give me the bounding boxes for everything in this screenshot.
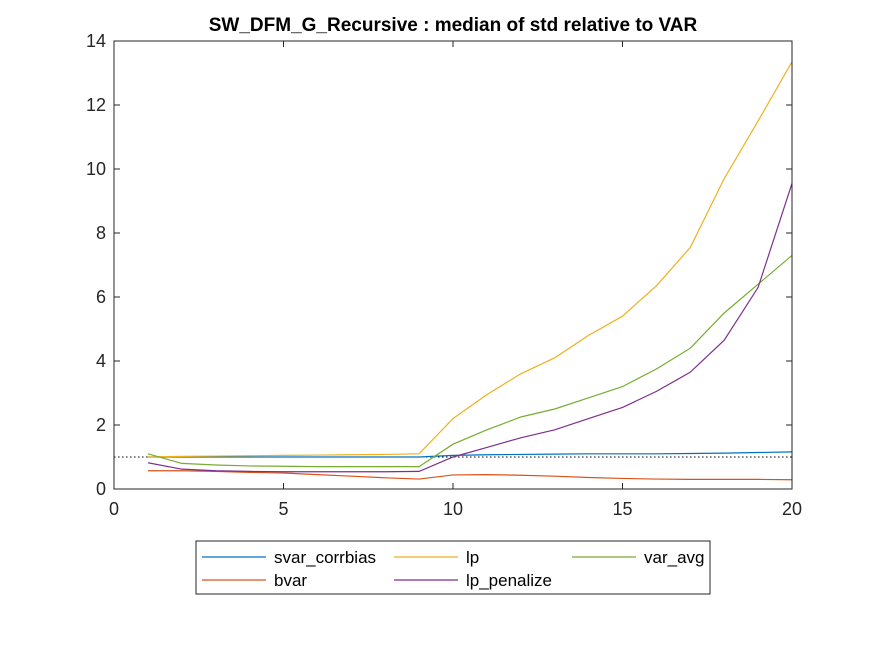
legend-label: svar_corrbias (274, 548, 376, 567)
series-line-svar-corrbias (147, 451, 792, 458)
x-tick-label: 10 (443, 499, 463, 519)
series-line-lp-penalize (147, 183, 792, 473)
y-tick-label: 0 (96, 479, 106, 499)
x-tick-label: 5 (278, 499, 288, 519)
plot-area (114, 41, 792, 489)
y-tick-label: 10 (86, 159, 106, 179)
series-line-bvar (147, 470, 792, 481)
legend-label: lp_penalize (466, 571, 552, 590)
legend-label: bvar (274, 571, 307, 590)
series-line-var-avg (147, 254, 792, 468)
x-tick-label: 20 (782, 499, 802, 519)
y-tick-label: 2 (96, 415, 106, 435)
x-tick-label: 15 (612, 499, 632, 519)
legend-label: var_avg (644, 548, 704, 567)
y-tick-label: 14 (86, 31, 106, 51)
plot-background (114, 41, 792, 489)
series-lines (114, 61, 792, 481)
x-tick-label: 0 (109, 499, 119, 519)
legend-box (195, 540, 711, 595)
chart-title: SW_DFM_G_Recursive : median of std relat… (209, 15, 698, 36)
y-tick-label: 8 (96, 223, 106, 243)
y-tick-label: 6 (96, 287, 106, 307)
legend-label: lp (466, 548, 479, 567)
axes: 0 5 10 15 20 0 2 4 6 8 10 12 14 (86, 31, 802, 519)
series-line-lp (147, 61, 792, 458)
y-tick-label: 12 (86, 95, 106, 115)
y-tick-label: 4 (96, 351, 106, 371)
